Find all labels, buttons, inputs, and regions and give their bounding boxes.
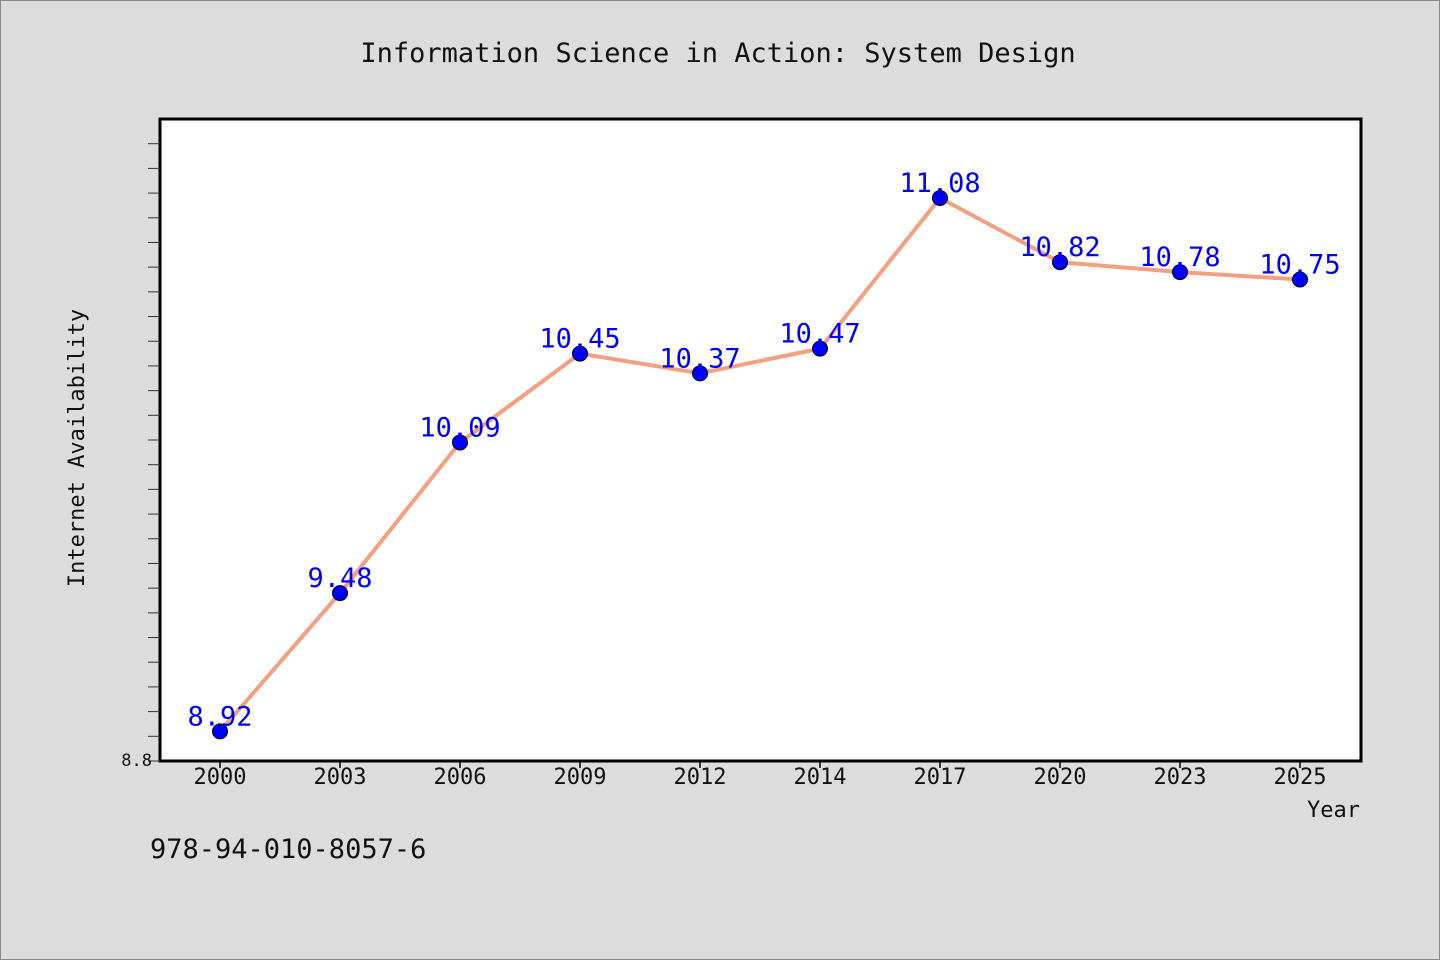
data-points: 8.92 9.48 10.09 10.45 10.37 10.47 11.08 10.82 10… xyxy=(187,168,1341,740)
y-axis-ticks xyxy=(148,143,160,762)
x-tick-label: 2023 xyxy=(1154,765,1207,790)
data-label: 11.08 xyxy=(899,168,980,199)
x-tick-label: 2012 xyxy=(674,765,727,790)
data-point xyxy=(212,723,228,740)
data-label: 8.92 xyxy=(187,701,252,732)
x-tick-label: 2025 xyxy=(1274,765,1327,790)
x-tick-label: 2017 xyxy=(914,765,967,790)
data-label: 10.78 xyxy=(1139,242,1220,273)
data-label: 9.48 xyxy=(307,563,372,594)
data-point xyxy=(332,585,348,602)
isbn-text: 978-94-010-8057-6 xyxy=(150,834,427,865)
x-tick-label: 2020 xyxy=(1034,765,1087,790)
data-label: 10.09 xyxy=(419,412,500,443)
data-point xyxy=(812,340,828,357)
data-point xyxy=(1292,271,1308,288)
series-line xyxy=(218,196,1302,734)
x-tick-label: 2014 xyxy=(794,765,847,790)
data-label: 10.75 xyxy=(1259,250,1340,281)
data-label: 10.47 xyxy=(779,319,860,350)
data-point xyxy=(1052,254,1068,271)
x-tick-label: 2009 xyxy=(554,765,607,790)
x-axis: 2000 2003 2006 2009 2012 2014 2017 2020 2023 2025 xyxy=(194,761,1327,790)
data-point xyxy=(1172,264,1188,281)
plot-area xyxy=(158,117,1363,763)
x-tick-label: 2006 xyxy=(434,765,487,790)
data-point xyxy=(932,190,948,207)
chart-title: Information Science in Action: System De… xyxy=(360,38,1075,69)
data-label: 10.37 xyxy=(659,343,740,374)
x-tick-label: 2000 xyxy=(194,765,247,790)
y-tick-label: 8.8 xyxy=(121,751,152,771)
data-label: 10.82 xyxy=(1019,232,1100,263)
y-axis-label: Internet Availability xyxy=(65,309,90,587)
data-point xyxy=(452,434,468,451)
x-tick-label: 2003 xyxy=(314,765,367,790)
data-point xyxy=(572,345,588,362)
x-axis-label: Year xyxy=(1307,798,1360,823)
data-point xyxy=(692,365,708,382)
data-label: 10.45 xyxy=(539,324,620,355)
